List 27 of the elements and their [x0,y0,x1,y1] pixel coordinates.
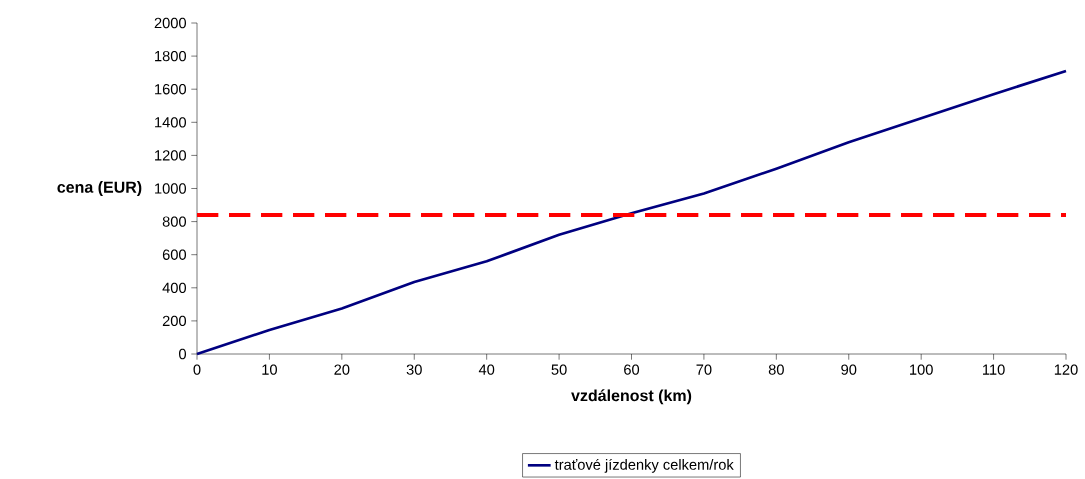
x-tick-label: 0 [193,364,201,375]
y-tick-label: 2000 [154,17,187,29]
y-tick-label: 600 [162,249,187,260]
y-tick-label: 1200 [155,150,187,161]
x-tick-label: 70 [696,364,712,375]
y-tick-label: 1000 [155,183,187,194]
x-tick-label: 50 [551,364,567,375]
x-tick-label: 60 [624,364,640,375]
y-tick-label: 200 [162,315,187,327]
y-tick-label: 1400 [155,117,187,128]
y-tick-label: 800 [162,216,187,227]
x-tick-label: 120 [1054,364,1078,375]
x-tick-label: 90 [841,364,857,375]
x-tick-label: 40 [478,364,495,375]
x-tick-label: 110 [983,364,1005,375]
x-tick-label: 80 [768,364,784,375]
x-tick-label: 20 [334,364,350,375]
y-tick-label: 1600 [155,84,187,95]
y-axis-title: cena (EUR) [57,181,142,196]
y-tick-label: 1800 [155,50,187,62]
x-tick-label: 10 [262,364,277,375]
x-tick-label: 30 [406,364,422,375]
x-axis-title: vzdálenost (km) [571,389,692,405]
y-tick-label: 400 [162,282,187,293]
legend-label: traťové jízdenky celkem/rok [554,458,734,473]
x-tick-label: 100 [910,364,933,375]
y-tick-label: 0 [179,348,187,360]
